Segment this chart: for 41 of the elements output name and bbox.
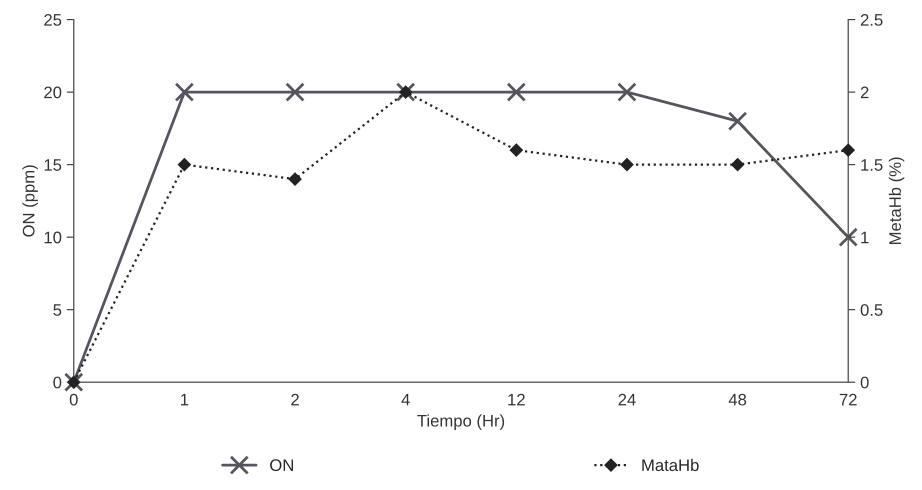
x-tick-label: 12 — [508, 394, 525, 406]
point — [842, 144, 855, 157]
point — [731, 158, 744, 172]
point — [728, 111, 748, 131]
point — [399, 86, 412, 99]
point — [285, 82, 305, 102]
y-tick-label: 10 — [44, 232, 62, 244]
point — [174, 82, 194, 102]
y2-tick-label: 2.5 — [860, 14, 883, 26]
y2-tick-label: 2 — [860, 86, 868, 98]
y2-tick-label: 1 — [861, 232, 868, 244]
point — [620, 158, 634, 172]
legend-label: ON — [270, 459, 293, 472]
x-tick-label: 0 — [70, 394, 78, 406]
y-tick-label: 25 — [44, 14, 62, 26]
y-tick-label: 0 — [53, 376, 62, 388]
x-tick-label: 48 — [728, 394, 746, 406]
x-tick-label: 2 — [291, 394, 299, 406]
y2-tick-label: 1.5 — [861, 159, 883, 171]
point — [617, 82, 637, 102]
x-tick-label: 4 — [401, 394, 410, 406]
point — [288, 172, 302, 186]
point — [838, 227, 858, 247]
y-tick-label: 20 — [44, 86, 62, 98]
point — [64, 372, 84, 392]
y-axis-title: ON (ppm) — [22, 165, 38, 237]
y2-tick-label: 0.5 — [860, 304, 883, 316]
x-tick-label: 24 — [618, 394, 636, 406]
x-tick-label: 1 — [181, 394, 188, 406]
y-tick-label: 5 — [53, 304, 62, 316]
y2-axis-title: MetaHb (%) — [888, 157, 904, 244]
x-tick-label: 72 — [840, 394, 857, 406]
point — [510, 144, 523, 157]
y-tick-label: 15 — [44, 159, 62, 171]
legend-label: MataHb — [642, 458, 699, 472]
point — [67, 376, 80, 389]
y2-tick-label: 0 — [860, 376, 869, 388]
point — [178, 158, 191, 172]
point — [506, 82, 526, 102]
x-axis-title: Tiempo (Hr) — [417, 414, 504, 430]
point — [396, 82, 416, 102]
